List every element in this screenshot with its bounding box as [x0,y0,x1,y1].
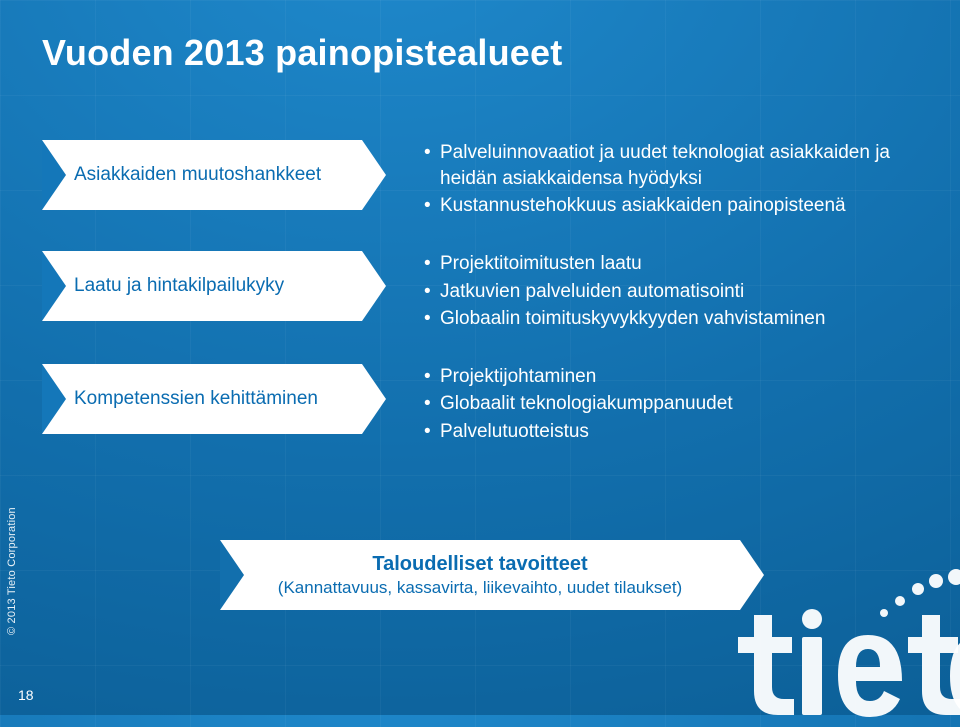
row-3: Kompetenssien kehittäminen Projektijohta… [42,364,918,447]
bullets-1: Palveluinnovaatiot ja uudet teknologiat … [424,140,918,221]
row-1: Asiakkaiden muutoshankkeet Palveluinnova… [42,140,918,221]
row-2: Laatu ja hintakilpailukyky Projektitoimi… [42,251,918,334]
copyright-text: © 2013 Tieto Corporation [6,507,18,635]
bullet: Projektijohtaminen [424,364,733,390]
chip-label: Asiakkaiden muutoshankkeet [74,164,321,186]
footer-line2: (Kannattavuus, kassavirta, liikevaihto, … [278,578,682,598]
footer-chip-wrap: Taloudelliset tavoitteet (Kannattavuus, … [220,540,740,610]
chip-label: Laatu ja hintakilpailukyky [74,275,284,297]
bullets-3: Projektijohtaminen Globaalit teknologiak… [424,364,733,447]
bullets-2: Projektitoimitusten laatu Jatkuvien palv… [424,251,825,334]
bullet: Projektitoimitusten laatu [424,251,825,277]
footer-line1: Taloudelliset tavoitteet [372,553,587,576]
tieto-logo-icon [730,567,960,727]
bullet: Palveluinnovaatiot ja uudet teknologiat … [424,140,918,191]
bullet: Globaalit teknologiakumppanuudet [424,391,733,417]
bullet: Jatkuvien palveluiden automatisointi [424,279,825,305]
bullet: Globaalin toimituskyvykkyyden vahvistami… [424,306,825,332]
bullet: Palvelutuotteistus [424,419,733,445]
chip-quality-price: Laatu ja hintakilpailukyky [42,251,362,321]
chip-label: Kompetenssien kehittäminen [74,388,318,410]
content-area: Asiakkaiden muutoshankkeet Palveluinnova… [42,140,918,469]
chip-financial-targets: Taloudelliset tavoitteet (Kannattavuus, … [220,540,740,610]
page-number: 18 [18,687,34,703]
bullet: Kustannustehokkuus asiakkaiden painopist… [424,193,918,219]
slide-title: Vuoden 2013 painopistealueet [42,32,562,74]
chip-competence-dev: Kompetenssien kehittäminen [42,364,362,434]
chip-customer-change: Asiakkaiden muutoshankkeet [42,140,362,210]
